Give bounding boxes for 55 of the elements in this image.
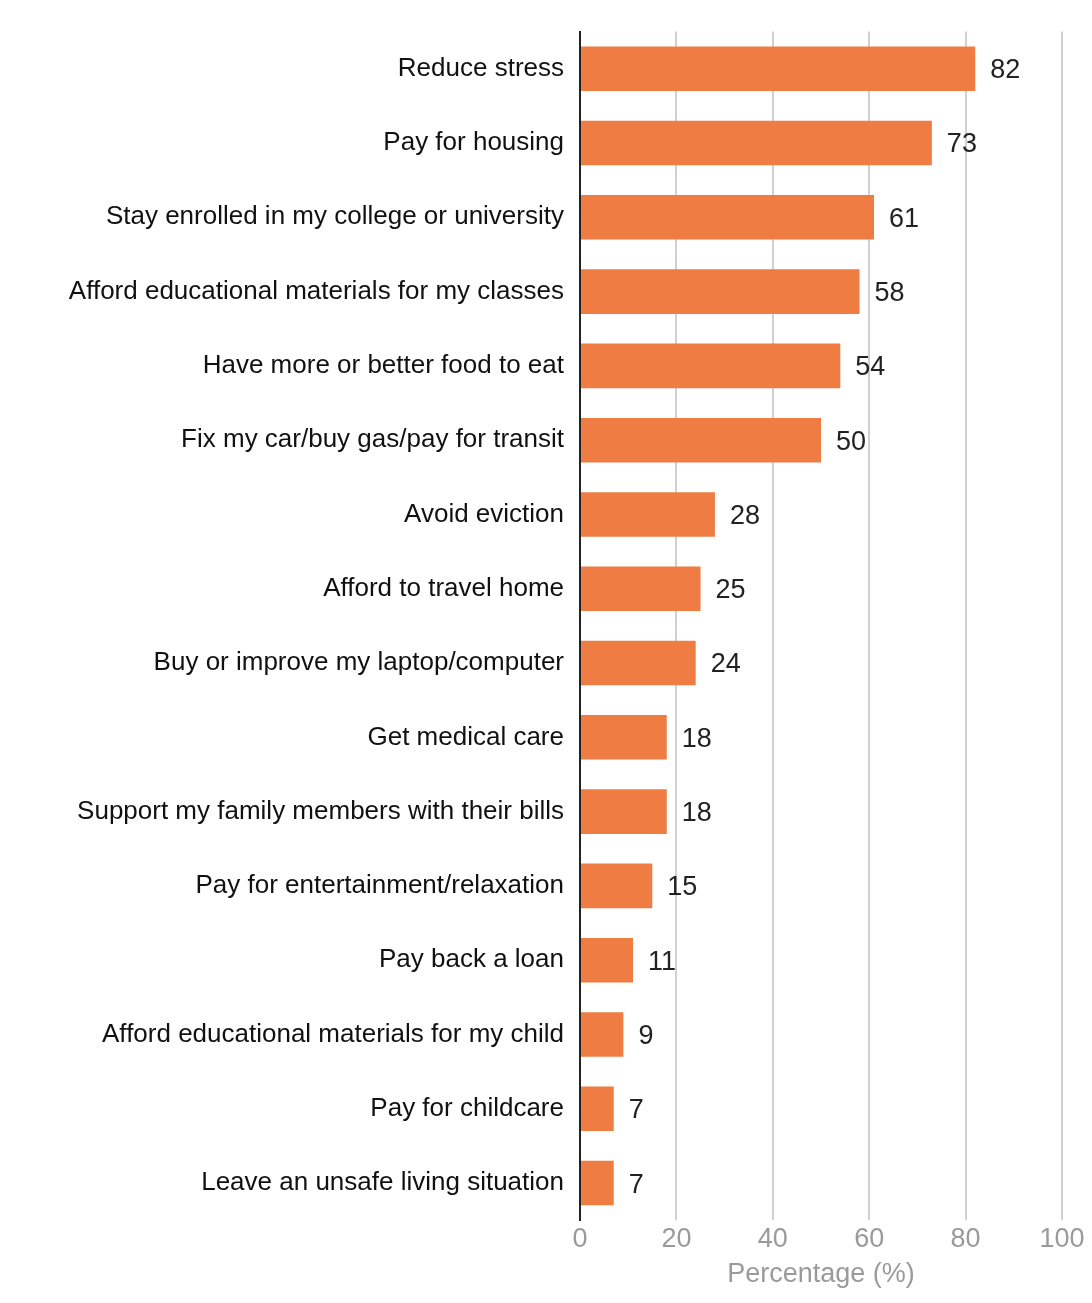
data-label: 9 [638,1019,654,1050]
bar [581,566,701,612]
data-label: 18 [681,722,712,753]
bar [581,492,715,537]
y-tick-label: Have more or better food to eat [202,349,565,380]
x-axis-title: Percentage (%) [727,1258,915,1289]
bar [581,269,860,314]
bar [581,1012,624,1057]
x-tick-label: 0 [572,1222,588,1253]
bar [581,715,667,760]
y-tick-label: Reduce stress [397,51,564,82]
y-tick-label: Pay back a loan [378,943,564,974]
x-tick-label: 40 [757,1222,788,1253]
x-tick-label: 100 [1039,1222,1085,1253]
x-tick-label: 80 [950,1222,981,1253]
y-tick-label: Afford educational materials for my child [102,1017,564,1048]
bar [581,1160,614,1206]
y-tick-label: Support my family members with their bills [77,794,564,825]
bar [581,46,976,92]
bar [581,937,634,983]
y-tick-label: Buy or improve my laptop/computer [153,646,565,677]
x-tick-label: 60 [854,1222,885,1253]
bar [581,789,667,834]
data-label: 18 [681,797,712,828]
y-tick-label: Get medical care [367,720,564,751]
y-tick-label: Avoid eviction [404,497,564,528]
data-label: 50 [836,425,867,456]
data-label: 28 [729,499,761,530]
y-tick-label: Afford educational materials for my classes [68,274,564,305]
data-label: 24 [710,648,741,679]
y-tick-label: Pay for childcare [370,1091,564,1122]
data-label: 58 [874,277,905,308]
bar [581,863,653,909]
data-label: 73 [946,128,977,159]
y-tick-label: Afford to travel home [323,571,564,602]
bar [581,1086,614,1132]
y-tick-label: Stay enrolled in my college or university [105,200,564,231]
y-tick-label: Pay for entertainment/relaxation [195,869,564,900]
y-tick-label: Leave an unsafe living situation [201,1166,564,1197]
data-label: 25 [715,574,746,605]
bar [581,640,696,686]
bar [581,120,932,166]
data-label: 11 [648,945,677,976]
data-label: 15 [667,871,698,902]
data-label: 61 [889,202,920,233]
x-tick-label: 20 [661,1222,692,1253]
data-label: 54 [855,351,886,382]
data-label: 7 [628,1168,644,1199]
bar [581,343,841,389]
y-tick-label: Fix my car/buy gas/pay for transit [181,423,565,454]
data-label: 7 [628,1094,644,1125]
data-label: 82 [990,54,1021,85]
bar [581,417,821,463]
y-tick-label: Pay for housing [383,126,564,157]
bar [581,195,875,240]
